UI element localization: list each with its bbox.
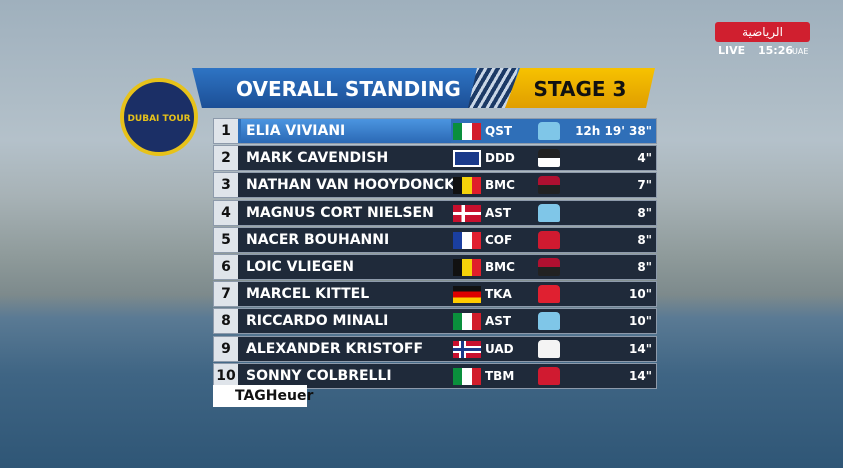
standing-row: 1 ELIA VIVIANI QST 12h 19' 38" — [213, 118, 657, 144]
rider-name: ELIA VIVIANI — [241, 119, 451, 143]
time-gap: 8" — [637, 232, 652, 247]
standing-row: 8 RICCARDO MINALI AST 10" — [213, 308, 657, 335]
jersey — [538, 312, 560, 331]
time-gap: 8" — [637, 205, 652, 220]
team-code: AST — [485, 314, 512, 329]
sponsor-logo: TAGHeuer — [213, 385, 313, 407]
jersey — [538, 339, 560, 358]
standing-row: 2 MARK CAVENDISH DDD 4" — [213, 145, 657, 172]
standing-row: 7 MARCEL KITTEL TKA 10" — [213, 281, 657, 308]
standing-row: 10 SONNY COLBRELLI TBM 14" — [213, 362, 657, 389]
team-code: COF — [485, 232, 513, 247]
time-gap: 14" — [629, 341, 652, 356]
standing-row: 4 MAGNUS CORT NIELSEN AST 8" — [213, 199, 657, 226]
time-gap: 10" — [629, 314, 652, 329]
flag — [453, 286, 481, 304]
rank: 6 — [214, 255, 238, 279]
rank: 8 — [214, 309, 238, 334]
team-code: UAD — [485, 341, 514, 356]
rank: 3 — [214, 173, 238, 198]
rank: 7 — [214, 282, 238, 307]
team-code: AST — [485, 205, 512, 220]
rider-name: NACER BOUHANNI — [246, 231, 390, 248]
team-code: TKA — [485, 287, 512, 302]
stage-label: STAGE 3 — [505, 68, 655, 108]
live-label: LIVE — [718, 44, 746, 57]
team-code: BMC — [485, 260, 515, 274]
standing-row: 6 LOIC VLIEGEN BMC 8" — [213, 254, 657, 280]
jersey — [538, 258, 560, 276]
jersey — [538, 366, 560, 385]
rider-name: MAGNUS CORT NIELSEN — [246, 204, 434, 221]
time-gap: 4" — [637, 151, 652, 166]
race-logo: DUBAI TOUR — [120, 78, 198, 156]
standing-row: 3 NATHAN VAN HOOYDONCK BMC 7" — [213, 172, 657, 199]
team-code: TBM — [485, 368, 515, 383]
flag — [453, 177, 481, 195]
flag — [453, 367, 481, 385]
team-code: QST — [485, 124, 513, 138]
flag — [453, 340, 481, 358]
flag — [453, 313, 481, 331]
team-code: BMC — [485, 178, 515, 193]
channel-logo: الرياضية — [715, 22, 810, 42]
flag — [453, 259, 481, 276]
clock: 15:26 — [758, 44, 794, 57]
rider-name: MARCEL KITTEL — [246, 286, 370, 303]
team-code: DDD — [485, 151, 515, 166]
rank: 5 — [214, 227, 238, 252]
time-gap: 10" — [629, 287, 652, 302]
jersey — [538, 285, 560, 304]
time-zone: UAE — [792, 47, 809, 56]
flag — [453, 204, 481, 222]
flag — [453, 150, 481, 168]
rank: 10 — [214, 363, 238, 388]
time-gap: 14" — [629, 368, 652, 383]
jersey — [538, 230, 560, 249]
flag — [453, 123, 481, 140]
rank: 2 — [214, 146, 238, 171]
rider-name: LOIC VLIEGEN — [246, 259, 354, 275]
rider-name: MARK CAVENDISH — [246, 150, 389, 167]
rank: 9 — [214, 336, 238, 361]
rider-name: SONNY COLBRELLI — [246, 367, 392, 384]
jersey — [538, 122, 560, 140]
time-gap: 8" — [637, 260, 652, 274]
rider-name: ALEXANDER KRISTOFF — [246, 340, 424, 357]
standing-row: 9 ALEXANDER KRISTOFF UAD 14" — [213, 335, 657, 362]
rank: 4 — [214, 200, 238, 225]
time-gap: 7" — [637, 178, 652, 193]
standing-row: 5 NACER BOUHANNI COF 8" — [213, 226, 657, 253]
jersey — [538, 203, 560, 222]
jersey — [538, 149, 560, 168]
rider-name: RICCARDO MINALI — [246, 313, 389, 330]
flag — [453, 231, 481, 249]
rider-name: NATHAN VAN HOOYDONCK — [246, 177, 455, 194]
time-gap: 12h 19' 38" — [575, 124, 652, 138]
rank: 1 — [214, 119, 238, 143]
jersey — [538, 176, 560, 195]
header-title: OVERALL STANDING — [192, 68, 522, 108]
